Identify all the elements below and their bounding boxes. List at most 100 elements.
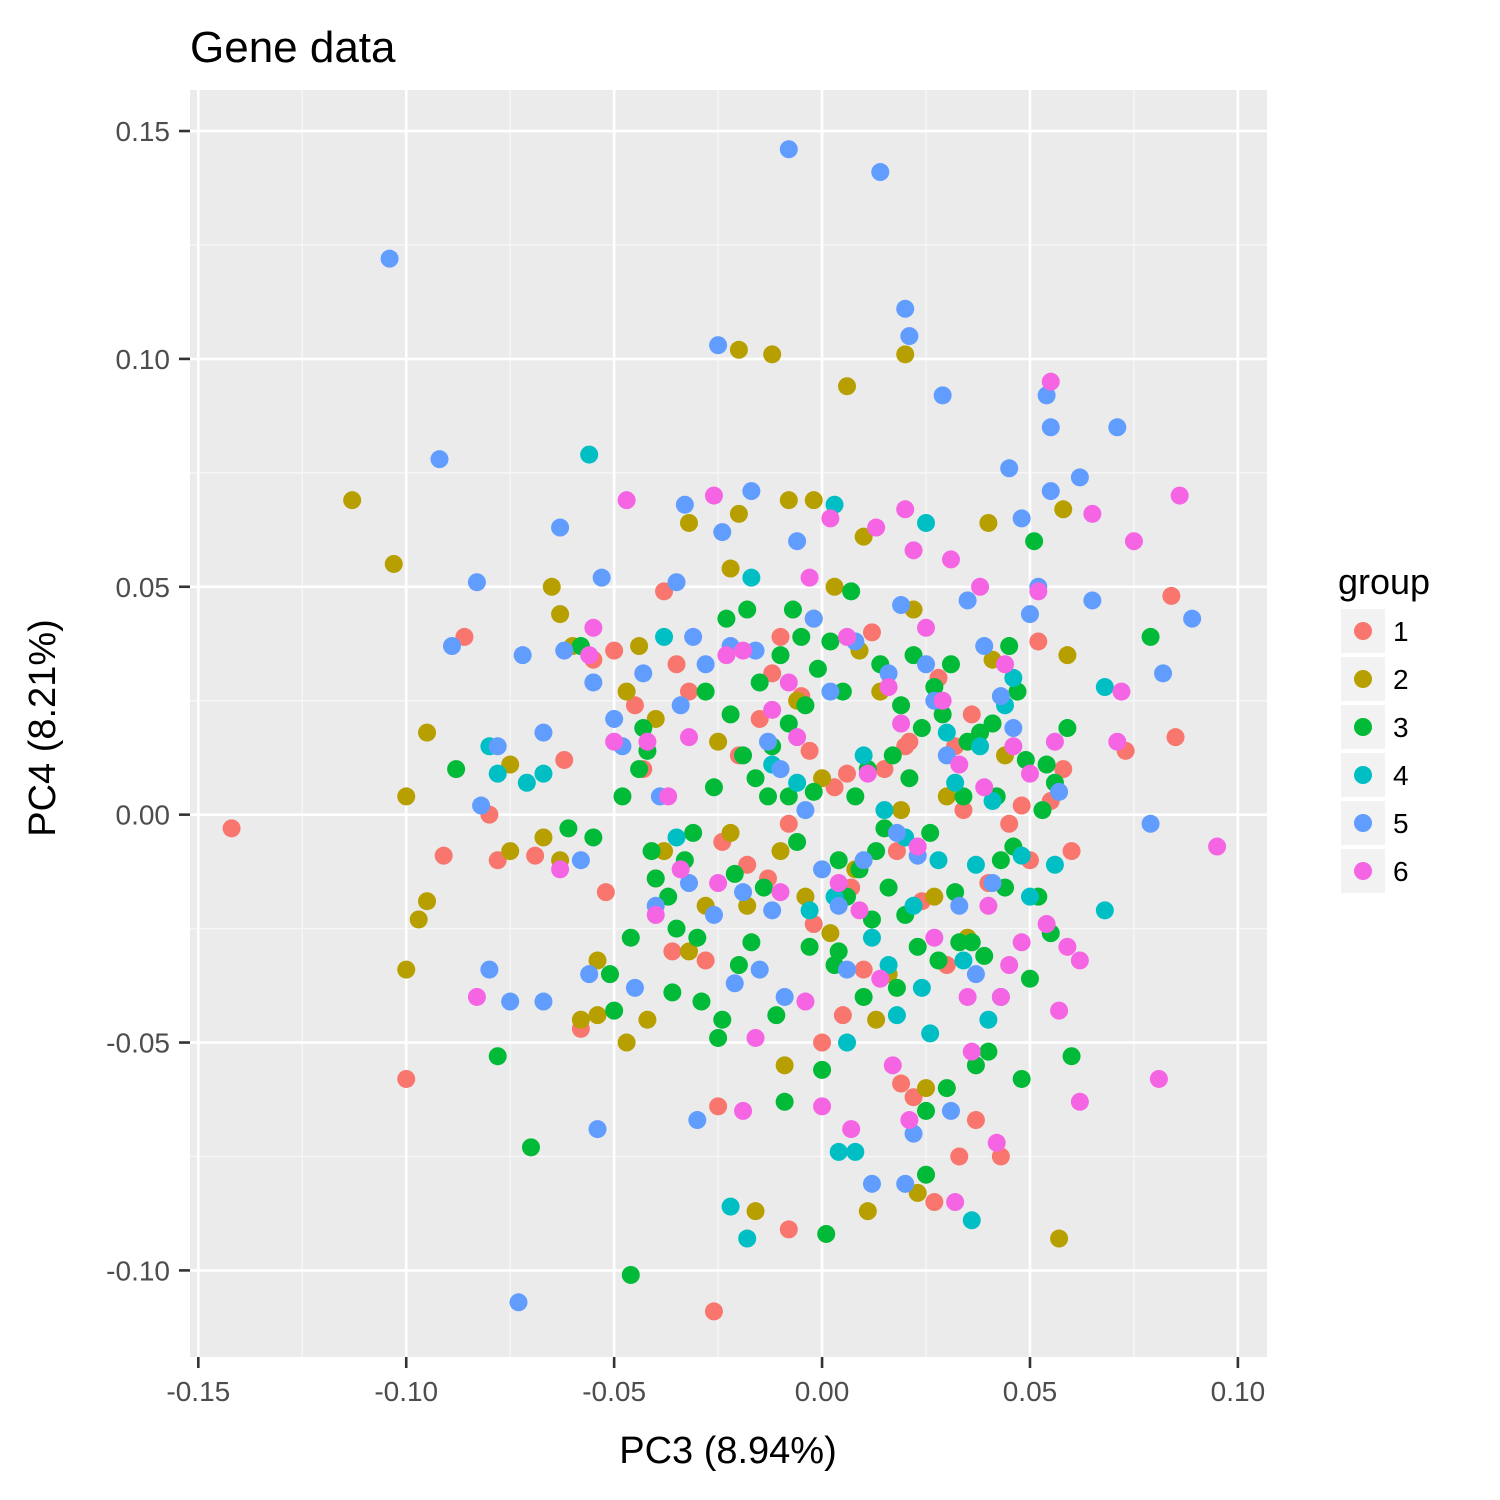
- legend-items: 1 2 3 4 5 6: [1341, 609, 1409, 893]
- legend-label: 1: [1393, 616, 1409, 647]
- data-point: [1037, 755, 1056, 774]
- data-point: [958, 591, 977, 610]
- data-point: [1037, 915, 1056, 934]
- data-point: [842, 1120, 861, 1139]
- data-point: [950, 755, 969, 774]
- data-point: [588, 1120, 607, 1139]
- data-point: [671, 860, 690, 879]
- legend-item-1: 1: [1341, 609, 1409, 653]
- legend-title: group: [1338, 561, 1430, 602]
- data-point: [571, 1010, 590, 1029]
- data-point: [1070, 951, 1089, 970]
- data-point: [917, 1101, 936, 1120]
- data-point: [892, 1074, 911, 1093]
- data-point: [596, 883, 615, 902]
- data-point: [846, 787, 865, 806]
- data-point: [729, 504, 748, 523]
- data-point: [1020, 764, 1039, 783]
- data-point: [659, 887, 678, 906]
- data-point: [771, 883, 790, 902]
- data-point: [1050, 782, 1069, 801]
- x-axis: -0.15 -0.10 -0.05 0.00 0.05 0.10: [166, 1357, 1265, 1407]
- data-point: [821, 682, 840, 701]
- data-point: [854, 527, 873, 546]
- data-point: [813, 1033, 832, 1052]
- data-point: [829, 1142, 848, 1161]
- data-point: [704, 1302, 723, 1321]
- data-point: [879, 878, 898, 897]
- data-point: [1020, 887, 1039, 906]
- data-point: [750, 960, 769, 979]
- data-point: [1041, 372, 1060, 391]
- data-point: [646, 905, 665, 924]
- data-point: [1149, 1069, 1168, 1088]
- data-point: [887, 1006, 906, 1025]
- data-point: [804, 782, 823, 801]
- data-point: [696, 655, 715, 674]
- data-point: [937, 723, 956, 742]
- y-tick-label: 0.00: [116, 800, 171, 831]
- data-point: [991, 1147, 1010, 1166]
- data-point: [829, 851, 848, 870]
- data-point: [584, 618, 603, 637]
- legend-item-2: 2: [1341, 657, 1409, 701]
- data-point: [929, 951, 948, 970]
- data-point: [842, 582, 861, 601]
- data-point: [688, 1111, 707, 1130]
- data-point: [501, 755, 520, 774]
- data-point: [738, 600, 757, 619]
- data-point: [933, 691, 952, 710]
- data-point: [667, 919, 686, 938]
- chart-title: Gene data: [190, 23, 396, 72]
- data-point: [858, 764, 877, 783]
- data-point: [634, 719, 653, 738]
- data-point: [588, 951, 607, 970]
- data-point: [696, 682, 715, 701]
- x-tick-label: 0.10: [1211, 1376, 1266, 1407]
- data-point: [742, 568, 761, 587]
- data-point: [559, 819, 578, 838]
- data-point: [883, 746, 902, 765]
- data-point: [821, 509, 840, 528]
- data-point: [862, 623, 881, 642]
- data-point: [821, 924, 840, 943]
- data-point: [804, 609, 823, 628]
- data-point: [1000, 814, 1019, 833]
- data-point: [675, 495, 694, 514]
- data-point: [825, 577, 844, 596]
- data-point: [480, 960, 499, 979]
- data-point: [717, 646, 736, 665]
- data-point: [954, 787, 973, 806]
- data-point: [488, 764, 507, 783]
- data-point: [1025, 532, 1044, 551]
- data-point: [962, 1042, 981, 1061]
- y-tick-label: -0.05: [106, 1028, 170, 1059]
- data-point: [638, 1010, 657, 1029]
- data-point: [1012, 933, 1031, 952]
- data-point: [1037, 386, 1056, 405]
- legend-swatch: [1354, 622, 1372, 640]
- data-point: [663, 983, 682, 1002]
- data-point: [833, 1006, 852, 1025]
- data-point: [966, 1056, 985, 1075]
- data-point: [879, 678, 898, 697]
- data-point: [829, 874, 848, 893]
- series-6: [467, 372, 1227, 1212]
- data-point: [1054, 500, 1073, 519]
- data-points: [222, 140, 1227, 1321]
- data-point: [655, 627, 674, 646]
- data-point: [717, 609, 736, 628]
- legend-label: 6: [1393, 856, 1409, 887]
- data-point: [904, 1124, 923, 1143]
- data-point: [584, 673, 603, 692]
- legend-label: 5: [1393, 808, 1409, 839]
- data-point: [1020, 605, 1039, 624]
- data-point: [655, 582, 674, 601]
- data-point: [704, 778, 723, 797]
- legend-swatch: [1354, 766, 1372, 784]
- data-point: [734, 1101, 753, 1120]
- data-point: [1000, 956, 1019, 975]
- data-point: [966, 965, 985, 984]
- data-point: [979, 1010, 998, 1029]
- data-point: [1141, 627, 1160, 646]
